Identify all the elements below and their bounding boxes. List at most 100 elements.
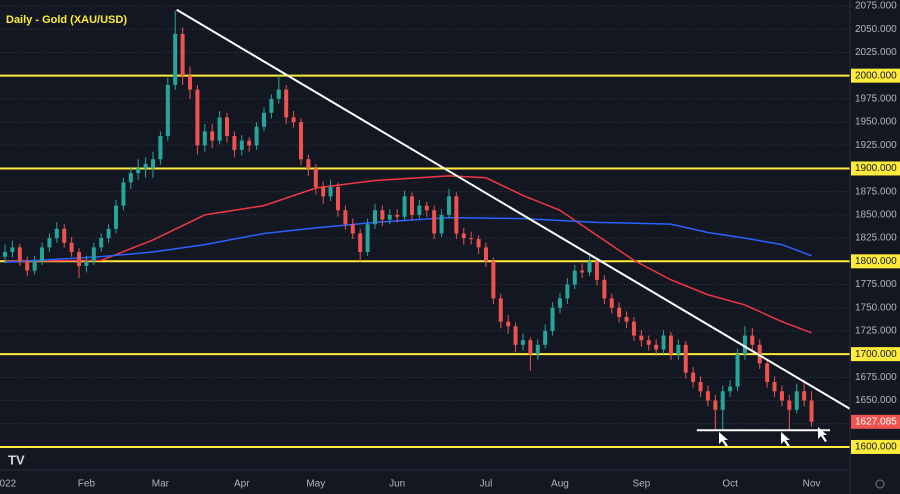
x-tick-label: Aug (551, 479, 569, 490)
candle-body (757, 344, 762, 364)
candle-body (683, 344, 688, 373)
candle-body (158, 135, 163, 160)
candle-body (40, 247, 45, 262)
candle-body (136, 168, 141, 174)
candle-body (476, 239, 481, 248)
x-tick-label: Oct (722, 479, 738, 490)
candle-body (513, 326, 518, 345)
price-label-box (851, 68, 900, 83)
candle-body (765, 363, 770, 382)
candle-body (269, 98, 274, 113)
candle-body (535, 344, 540, 355)
y-tick-label: 1900.000 (855, 163, 897, 174)
last-price-box (851, 414, 900, 429)
candle-body (609, 298, 614, 308)
candle-body (195, 89, 200, 146)
candle-body (3, 252, 8, 257)
candle-body (387, 214, 392, 220)
y-tick-label: 1975.000 (855, 94, 897, 105)
candle-body (698, 381, 703, 392)
x-tick-label: Nov (803, 479, 821, 490)
candle-body (99, 238, 104, 248)
candle-body (794, 391, 799, 410)
y-tick-label: 1775.000 (855, 279, 897, 290)
candle-body (372, 210, 377, 225)
candle-body (143, 163, 148, 169)
candle-body (335, 187, 340, 211)
candle-body (469, 238, 474, 240)
candle-body (439, 214, 444, 234)
candle-body (77, 252, 82, 266)
settings-icon[interactable] (875, 479, 885, 489)
candle-body (446, 196, 451, 215)
price-label-box (851, 439, 900, 454)
candle-body (365, 224, 370, 253)
price-label-box (851, 347, 900, 362)
y-tick-label: 1675.000 (855, 372, 897, 383)
candle-body (779, 391, 784, 401)
candle-body (54, 228, 59, 239)
candle-body (91, 247, 96, 262)
candle-body (106, 228, 111, 239)
candle-body (646, 340, 651, 345)
candle-body (32, 261, 37, 271)
y-tick-label: 2000.000 (855, 70, 897, 81)
candle-body (306, 159, 311, 169)
price-label-box (851, 161, 900, 176)
candle-body (17, 247, 22, 262)
x-tick-label: Feb (78, 479, 96, 490)
candle-body (417, 205, 422, 215)
candle-body (395, 214, 400, 217)
candle-body (121, 182, 126, 206)
candle-body (291, 117, 296, 123)
candle-body (461, 233, 466, 239)
candle-body (165, 84, 170, 136)
x-tick-label: 2022 (0, 479, 17, 490)
candle-body (202, 131, 207, 146)
candle-body (298, 122, 303, 160)
last-price-label: 1627.085 (855, 416, 897, 427)
y-tick-label: 2075.000 (855, 1, 897, 12)
y-tick-label: 2025.000 (855, 47, 897, 58)
candle-body (572, 270, 577, 285)
candle-body (705, 391, 710, 401)
x-tick-label: Sep (632, 479, 650, 490)
candle-body (69, 242, 74, 253)
candle-body (772, 381, 777, 392)
candle-body (402, 196, 407, 217)
candle-body (10, 247, 15, 253)
candle-body (454, 196, 459, 234)
y-tick-label: 1650.000 (855, 395, 897, 406)
candle-body (617, 307, 622, 318)
y-tick-label: 1700.000 (855, 349, 897, 360)
y-tick-label: 1750.000 (855, 302, 897, 313)
candle-body (254, 126, 259, 146)
plot-area (0, 8, 851, 448)
candle-body (483, 247, 488, 262)
candle-body (313, 168, 318, 188)
candle-body (217, 117, 222, 141)
y-tick-label: 1950.000 (855, 117, 897, 128)
y-tick-label: 1825.000 (855, 233, 897, 244)
candle-body (432, 210, 437, 234)
logo: TV (8, 452, 25, 467)
candle-body (498, 298, 503, 322)
candle-body (358, 233, 363, 253)
candle-body (720, 391, 725, 410)
candle-body (565, 284, 570, 299)
candle-body (735, 354, 740, 387)
candle-body (284, 89, 289, 118)
x-tick-label: Jul (480, 479, 493, 490)
candle-body (587, 261, 592, 273)
y-tick-label: 1850.000 (855, 210, 897, 221)
candle-body (210, 131, 215, 141)
candle-body (661, 335, 666, 350)
candle-body (247, 140, 252, 146)
candle-body (62, 228, 67, 243)
candle-body (114, 205, 119, 229)
candle-body (750, 335, 755, 345)
candle-body (25, 261, 30, 271)
y-tick-label: 1600.000 (855, 442, 897, 453)
